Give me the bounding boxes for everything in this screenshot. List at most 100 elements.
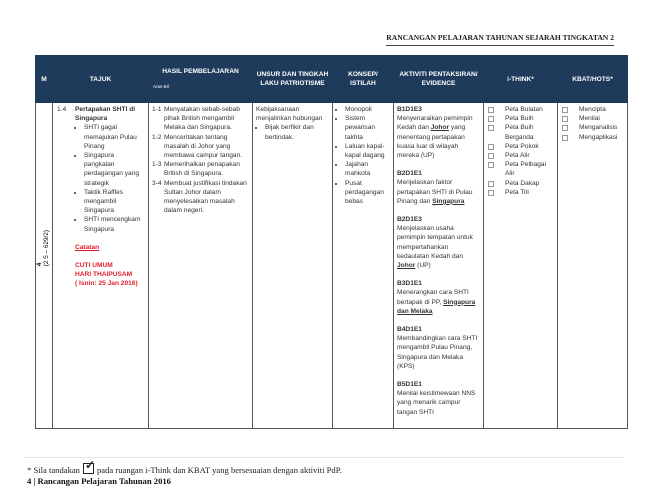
values-cell: Kebijaksanaan menjalinkan hubunganBijak … — [252, 102, 333, 429]
kbat-list: Mencipta Menilai Menganalisis Mengaplikasi — [561, 105, 624, 142]
activities-cell: B1D1E3 Menyenaraikan pemimpin Kedah dan J… — [393, 102, 484, 429]
topic-points: SHTI gagal memajukan Pulau PinangSingapu… — [75, 123, 145, 233]
activity-text-b: yang menentang pertapakan kuasa luar di … — [397, 124, 466, 160]
values-intro: Kebijaksanaan menjalinkan hubungan — [256, 106, 323, 123]
outcome-item: 1-1 Menyatakan sebab-sebab pihak British … — [152, 105, 249, 133]
ithink-cell: Peta Bulatan Peta Buih Peta Buih Berganda P… — [483, 102, 558, 429]
activity-text: Menerangkan cara SHTI bertapak di PP, Si… — [397, 288, 480, 316]
outcome-item: 3-4 Membuat justifikasi tindakan Sultan J… — [152, 179, 249, 216]
concept-item: Sistem pewarisan takhta — [345, 114, 390, 142]
activity-code: B4D1E1 — [397, 326, 422, 334]
checkbox-icon[interactable] — [562, 116, 568, 123]
activity-underlined: Singapura dan Melaka — [397, 298, 476, 315]
ithink-item-label: Peta Buih Berganda — [505, 124, 534, 141]
activity-code: B5D1E1 — [397, 381, 422, 389]
week-dates: (2 5 – 629/2) — [43, 230, 50, 267]
ithink-item: Peta Dakap — [487, 179, 554, 188]
ithink-item: Peta Pokok — [487, 142, 554, 151]
activity-text-a: Membandingkan cara SHTI mengambil Pulau … — [397, 335, 478, 370]
kbat-item: Mengaplikasi — [561, 133, 624, 142]
col-aktiviti: AKTIVITI PENTAKSIRAN/ EVIDENCE — [393, 55, 484, 103]
activity-text-b: (UP) — [415, 262, 431, 270]
ithink-item-label: Peta Buih — [505, 115, 534, 123]
activity-text: Menyenaraikan pemimpin Kedah dan Johor y… — [397, 114, 480, 160]
ithink-item-label: Peta Pokok — [505, 142, 539, 150]
ithink-item: Peta Buih — [487, 114, 554, 123]
outcome-text: Menceritakan tentang masalah di Johor ya… — [164, 133, 243, 160]
col-tajuk: TAJUK — [52, 55, 149, 103]
activity-text: Menjelaskan usaha pemimpin tempatan untu… — [397, 224, 480, 270]
activity-code: B3D1E1 — [397, 280, 422, 288]
ithink-item-label: Peta Pelbagai Alir — [505, 161, 547, 178]
concept-item: Laluan kapal-kapal dagang — [345, 142, 390, 160]
note-line: HARI THAIPUSAM — [75, 271, 133, 279]
checkbox-icon[interactable] — [488, 153, 494, 160]
ithink-item: Peta Pelbagai Alir — [487, 160, 554, 178]
kbat-item: Menilai — [561, 114, 624, 123]
ithink-item: Peta Bulatan — [487, 105, 554, 114]
outcome-level: 1-3 — [152, 161, 162, 169]
activity-code: B2D1E3 — [397, 216, 422, 224]
checkbox-icon[interactable] — [562, 125, 568, 132]
outcome-text: Menyatakan sebab-sebab pihak British men… — [164, 106, 240, 132]
checkbox-icon[interactable] — [488, 162, 494, 169]
activity-text-a: Menilai keistimewaan NNS yang menarik ca… — [397, 390, 476, 416]
ithink-item: Peta Alir — [487, 151, 554, 160]
checkbox-icon[interactable] — [488, 143, 494, 150]
outcome-item: 1-2 Menceritakan tentang masalah di Johor… — [152, 133, 249, 161]
kbat-item: Mencipta — [561, 105, 624, 114]
lesson-plan-table: M TAJUK HASIL PEMBELAJARAN Aras-Bil UNSUR… — [35, 55, 628, 429]
activity-text: Menjelaskan faktor pertapakan SHTI di Pu… — [397, 178, 480, 206]
col-m: M — [35, 55, 53, 103]
value-point: Bijak berfikir dan bertindak. — [265, 123, 329, 141]
activity-item: B1D1E3 Menyenaraikan pemimpin Kedah dan J… — [397, 105, 480, 160]
concept-item: Jajahan mahkota — [345, 160, 390, 178]
kbat-cell: Mencipta Menilai Menganalisis Mengaplikasi — [557, 102, 628, 429]
activity-text-a: Menerangkan cara SHTI bertapak di PP, — [397, 289, 469, 306]
footer-note: * Sila tandakan pada ruangan i-Think dan … — [27, 458, 342, 475]
outcomes-cell: 1-1 Menyatakan sebab-sebab pihak British … — [148, 102, 253, 429]
table-header: M TAJUK HASIL PEMBELAJARAN Aras-Bil UNSUR… — [35, 55, 628, 103]
checkbox-icon[interactable] — [488, 116, 494, 123]
topic-point: Singapura pangkalan perdagangan yang str… — [84, 151, 145, 188]
kbat-item-label: Menilai — [579, 115, 600, 123]
note-line: CUTI UMUM — [75, 262, 113, 270]
week-label: 4 (2 5 – 629/2) — [36, 230, 50, 266]
outcome-text: Memerihalkan penapakan British di Singap… — [164, 161, 240, 178]
note-label: Catatan — [75, 243, 100, 251]
activity-text-a: Menjelaskan usaha pemimpin tempatan untu… — [397, 225, 473, 260]
checkbox-icon[interactable] — [488, 180, 494, 187]
checkbox-icon[interactable] — [488, 189, 494, 196]
note-line: ( Isnin: 25 Jan 2016) — [75, 280, 138, 288]
checkbox-icon[interactable] — [488, 125, 494, 132]
col-hasil-sub: Aras-Bil — [153, 84, 169, 89]
topic-point: SHTI mencengkam Singapura — [84, 215, 145, 233]
ithink-item: Peta Titi — [487, 188, 554, 197]
concept-item: Pusat perdagangan bebas — [345, 179, 390, 207]
outcome-text: Membuat justifikasi tindakan Sultan Joho… — [164, 179, 247, 215]
activity-underlined: Johor — [397, 262, 416, 270]
document-title: RANCANGAN PELAJARAN TAHUNAN SEJARAH TING… — [386, 33, 614, 46]
kbat-item-label: Menganalisis — [579, 124, 618, 132]
activity-code: B1D1E3 — [397, 106, 422, 113]
kbat-item: Menganalisis — [561, 123, 624, 132]
concept-item: Monopoli — [345, 105, 390, 114]
col-konsep: KONSEP/ ISTILAH — [332, 55, 394, 103]
col-ithink: i-THINK* — [483, 55, 558, 103]
table-row: 1.4 Pertapakan SHTI di Singapura SHTI ga… — [35, 102, 628, 429]
ithink-item-label: Peta Dakap — [505, 179, 540, 187]
topic-title: Pertapakan SHTI di Singapura — [75, 106, 136, 123]
checkbox-icon[interactable] — [562, 134, 568, 141]
ithink-list: Peta Bulatan Peta Buih Peta Buih Berganda P… — [487, 105, 554, 197]
concepts-cell: MonopoliSistem pewarisan takhtaLaluan ka… — [332, 102, 394, 429]
note-before: * Sila tandakan — [27, 465, 80, 475]
footer-divider — [25, 457, 623, 458]
col-unsur: UNSUR DAN TINGKAH LAKU PATRIOTISME — [252, 55, 333, 103]
ithink-item-label: Peta Alir — [505, 152, 530, 160]
ithink-item-label: Peta Titi — [505, 188, 529, 196]
checkbox-icon[interactable] — [562, 107, 568, 113]
activity-text: Membandingkan cara SHTI mengambil Pulau … — [397, 334, 480, 371]
outcome-level: 1-1 — [152, 106, 162, 113]
checkbox-icon[interactable] — [488, 107, 494, 113]
outcome-level: 1-2 — [152, 133, 162, 141]
